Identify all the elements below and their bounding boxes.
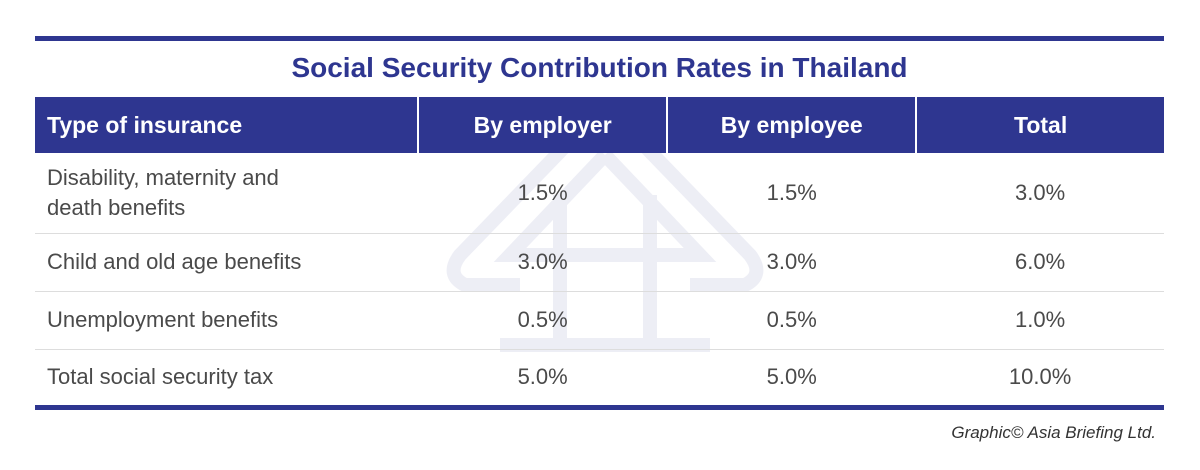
table-row: Disability, maternity and death benefits…	[35, 153, 1164, 233]
cell: 0.5%	[418, 290, 668, 349]
contribution-table: Type of insurance By employer By employe…	[35, 97, 1164, 405]
cell: 10.0%	[916, 348, 1164, 405]
column-header: By employer	[417, 97, 668, 153]
cell: 3.0%	[667, 232, 917, 291]
cell: 5.0%	[667, 348, 917, 405]
cell: 0.5%	[667, 290, 917, 349]
cell: 5.0%	[418, 348, 668, 405]
bottom-rule	[35, 405, 1164, 410]
table-row: Total social security tax 5.0% 5.0% 10.0…	[35, 348, 1164, 405]
cell: 1.0%	[916, 290, 1164, 349]
cell: 3.0%	[1015, 179, 1066, 205]
table-row: Child and old age benefits 3.0% 3.0% 6.0…	[35, 232, 1164, 291]
header-row: Type of insurance By employer By employe…	[35, 97, 1164, 153]
column-header: By employee	[666, 97, 917, 153]
top-rule	[35, 36, 1164, 41]
row-label: Disability, maternity and death benefits	[35, 153, 418, 233]
cell: 1.5%	[766, 179, 817, 205]
row-label-text: Disability, maternity and death benefits	[47, 164, 279, 220]
cell: 1.5%	[517, 179, 568, 205]
credit-text: Graphic© Asia Briefing Ltd.	[951, 423, 1156, 442]
column-header: Total	[915, 97, 1164, 153]
row-label: Total social security tax	[35, 348, 419, 405]
column-header: Type of insurance	[35, 97, 419, 153]
table-title: Social Security Contribution Rates in Th…	[291, 52, 908, 83]
row-label: Child and old age benefits	[35, 232, 419, 291]
cell: 6.0%	[916, 232, 1164, 291]
row-label: Unemployment benefits	[35, 290, 419, 349]
cell: 3.0%	[418, 232, 668, 291]
table-row: Unemployment benefits 0.5% 0.5% 1.0%	[35, 290, 1164, 349]
